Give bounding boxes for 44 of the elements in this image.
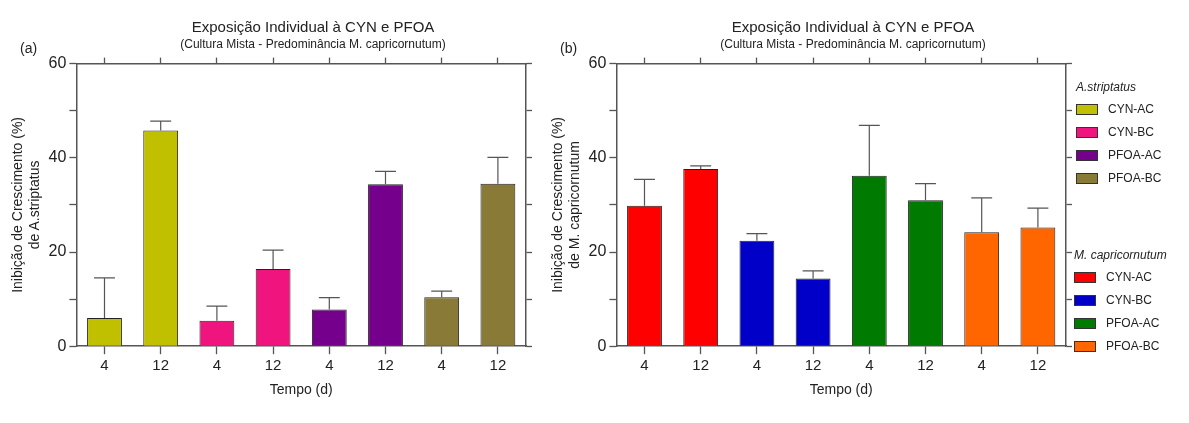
legend-title: M. capricornutum xyxy=(1074,248,1167,262)
y-tick-label: 0 xyxy=(597,336,607,354)
x-axis-title: Tempo (d) xyxy=(269,381,333,398)
y-tick-label: 40 xyxy=(48,148,67,166)
y-tick-label: 60 xyxy=(588,54,607,72)
legend-label: PFOA-BC xyxy=(1106,339,1160,353)
x-tick-label: 4 xyxy=(437,356,446,374)
x-tick-label: 12 xyxy=(804,356,822,374)
y-tick-label: 40 xyxy=(588,148,607,166)
y-tick-label: 20 xyxy=(48,242,67,260)
y-tick-label: 0 xyxy=(57,336,67,354)
legend-title: A.striptatus xyxy=(1076,80,1138,94)
y-tick-label: 20 xyxy=(588,242,607,260)
x-tick-label: 4 xyxy=(865,356,874,374)
x-tick-label: 4 xyxy=(212,356,222,374)
legend-label: CYN-BC xyxy=(1106,293,1153,307)
chart-title: Exposição Individual à CYN e PFOA xyxy=(190,18,436,35)
x-axis-title: Tempo (d) xyxy=(809,381,873,398)
text: (b) xyxy=(560,40,578,56)
x-tick-label: 12 xyxy=(917,356,934,374)
x-tick-label: 12 xyxy=(1029,356,1047,374)
x-tick-label: 4 xyxy=(325,356,334,374)
legend-label: CYN-AC xyxy=(1106,270,1153,284)
y-axis-title: Inibição de Crescimento (%) de M. capricornutum xyxy=(549,116,583,293)
x-tick-label: 4 xyxy=(752,356,762,374)
legend-label: CYN-AC xyxy=(1108,102,1155,116)
y-axis-title: Inibição de Crescimento (%) de A.striptatus xyxy=(9,116,43,293)
x-tick-label: 4 xyxy=(100,356,109,374)
x-tick-label: 12 xyxy=(489,356,507,374)
legend-label: PFOA-AC xyxy=(1106,316,1160,330)
x-tick-label: 12 xyxy=(377,356,394,374)
x-tick-label: 12 xyxy=(692,356,710,374)
legend-label: CYN-BC xyxy=(1108,125,1155,139)
chart-title: Exposição Individual à CYN e PFOA xyxy=(730,18,976,35)
legend-label: PFOA-BC xyxy=(1108,171,1162,185)
text: (a) xyxy=(20,40,38,56)
x-tick-label: 4 xyxy=(640,356,649,374)
chart-subtitle: (Cultura Mista - Predominância M. capricornutum) xyxy=(719,37,987,51)
legend-label: PFOA-AC xyxy=(1108,148,1162,162)
y-tick-label: 60 xyxy=(48,54,67,72)
x-tick-label: 12 xyxy=(152,356,170,374)
x-tick-label: 12 xyxy=(264,356,282,374)
x-tick-label: 4 xyxy=(977,356,986,374)
chart-subtitle: (Cultura Mista - Predominância M. capricornutum) xyxy=(179,37,447,51)
